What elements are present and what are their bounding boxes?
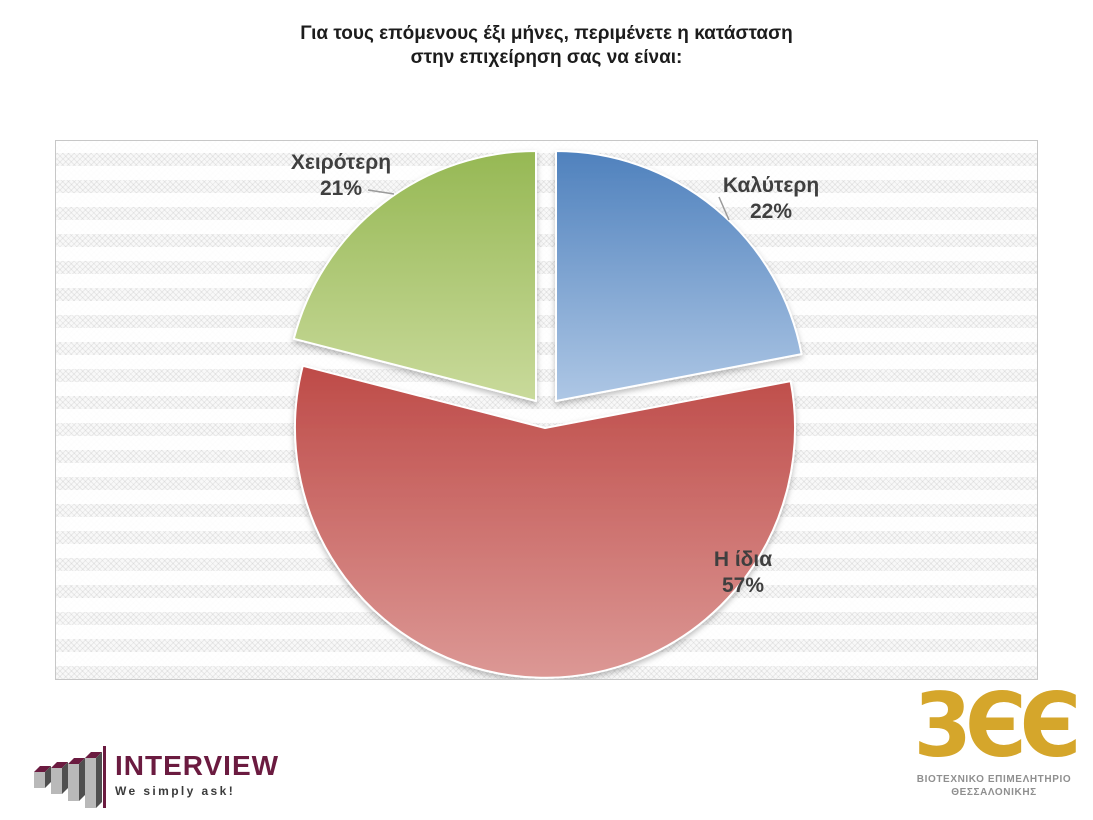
label-worse-pct: 21% [319,177,363,200]
bee-logo: 3ЄЄ ΒΙΟΤΕΧΝΙΚΟ ΕΠΙΜΕΛΗΤΗΡΙΟ ΘΕΣΣΑΛΟΝΙΚΗΣ [898,674,1090,799]
chart-title-line2: στην επιχείρηση σας να είναι: [410,47,683,68]
interview-logo: INTERVIEW We simply ask! [33,742,283,816]
bee-monogram-icon: 3ЄЄ [913,674,1082,777]
label-worse-text: Χειρότερη [290,151,392,174]
leader-line-better [718,196,730,221]
plot-area: Χειρότερη 21% Καλύτερη 22% Η ίδια 57% [55,140,1038,680]
pie-slice-worse [292,150,537,402]
chart-title-line1: Για τους επόμενους έξι μήνες, περιμένετε… [300,23,793,44]
label-same-pct: 57% [721,574,765,597]
pie-slice-same [294,364,796,679]
interview-tagline: We simply ask! [115,784,236,798]
pie-chart [292,150,803,679]
logo-separator [103,746,106,808]
label-worse: Χειρότερη 21% [261,150,421,202]
bar-chart-3d-icon [34,752,102,808]
interview-wordmark: INTERVIEW [115,750,280,781]
leader-line-worse [367,189,395,195]
label-same-text: Η ίδια [713,548,773,571]
label-better-pct: 22% [749,200,793,223]
label-better: Καλύτερη 22% [691,173,851,225]
bee-org-line2: ΘΕΣΣΑΛΟΝΙΚΗΣ [951,787,1037,798]
pie-slice-better [555,150,803,402]
label-better-text: Καλύτερη [722,174,820,197]
bee-org-line1: ΒΙΟΤΕΧΝΙΚΟ ΕΠΙΜΕΛΗΤΗΡΙΟ [916,774,1072,785]
label-same: Η ίδια 57% [663,547,823,599]
chart-title: Για τους επόμενους έξι μήνες, περιμένετε… [0,22,1093,70]
interview-logo-text: INTERVIEW We simply ask! [115,750,279,798]
